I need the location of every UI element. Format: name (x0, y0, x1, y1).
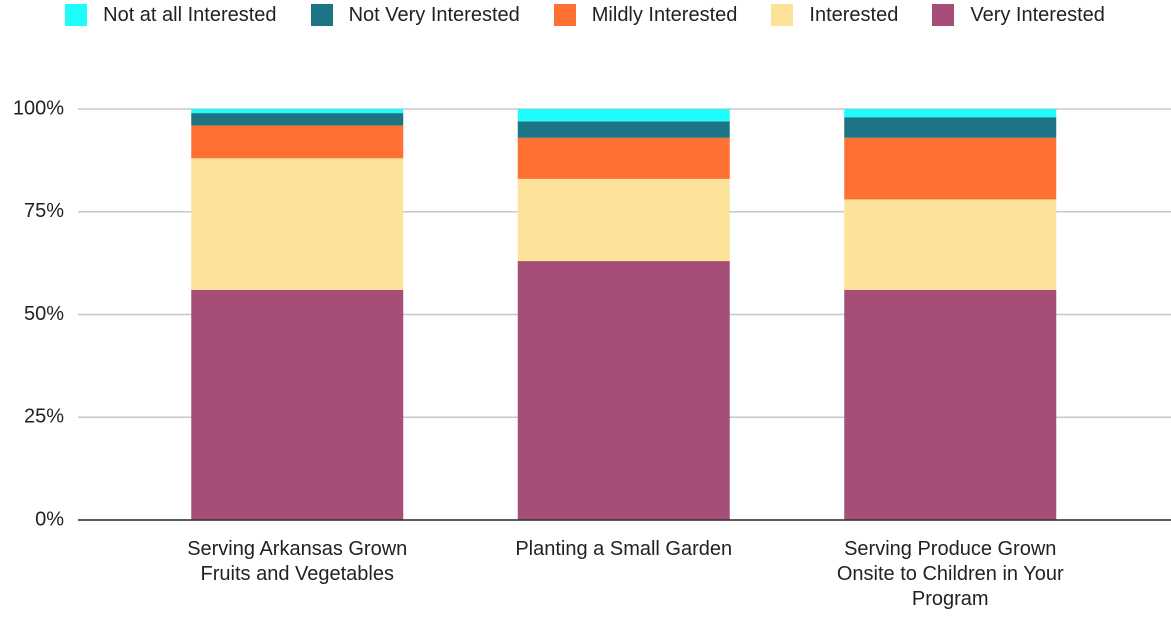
bar-segment (517, 261, 730, 520)
legend-label: Interested (809, 4, 899, 26)
bar-segment (191, 113, 404, 126)
bar-segment (844, 137, 1057, 200)
legend-swatch (932, 4, 955, 26)
y-tick-label: 75% (24, 200, 64, 222)
bar-segment (191, 158, 404, 290)
legend-item: Interested (771, 2, 898, 28)
bar-segment (191, 125, 404, 159)
bar-segment (191, 109, 404, 114)
bar-segment (517, 137, 730, 179)
y-tick-label: 25% (24, 406, 64, 428)
bar-segment (844, 109, 1057, 118)
bar-segment (844, 117, 1057, 138)
legend-item: Not at all Interested (65, 2, 277, 28)
legend-swatch (771, 4, 794, 26)
legend-label: Not Very Interested (348, 4, 520, 26)
legend-label: Mildly Interested (591, 4, 738, 26)
x-tick-label: Planting a Small Garden (515, 538, 733, 560)
legend-item: Mildly Interested (553, 2, 738, 28)
legend-item: Not Very Interested (310, 2, 520, 28)
legend-swatch (65, 4, 88, 26)
legend-label: Very Interested (970, 4, 1105, 26)
bar-segment (517, 121, 730, 138)
x-tick-label: Serving Produce Grown Onsite to Children… (836, 538, 1064, 610)
legend-item: Very Interested (932, 2, 1105, 28)
legend: Not at all Interested Not Very Interested… (60, 2, 1110, 28)
legend-swatch (310, 4, 333, 26)
y-tick-label: 50% (24, 303, 64, 325)
x-tick-label: Serving Arkansas Grown Fruits and Vegeta… (187, 538, 408, 585)
bar-segment (517, 178, 730, 262)
bar-segment (844, 199, 1057, 290)
bar-segment (191, 289, 404, 520)
legend-swatch (553, 4, 576, 26)
y-tick-label: 100% (13, 97, 64, 119)
legend-label: Not at all Interested (103, 4, 277, 26)
y-tick-label: 0% (35, 508, 64, 530)
bar-segment (517, 109, 730, 122)
bar-segment (844, 289, 1057, 520)
